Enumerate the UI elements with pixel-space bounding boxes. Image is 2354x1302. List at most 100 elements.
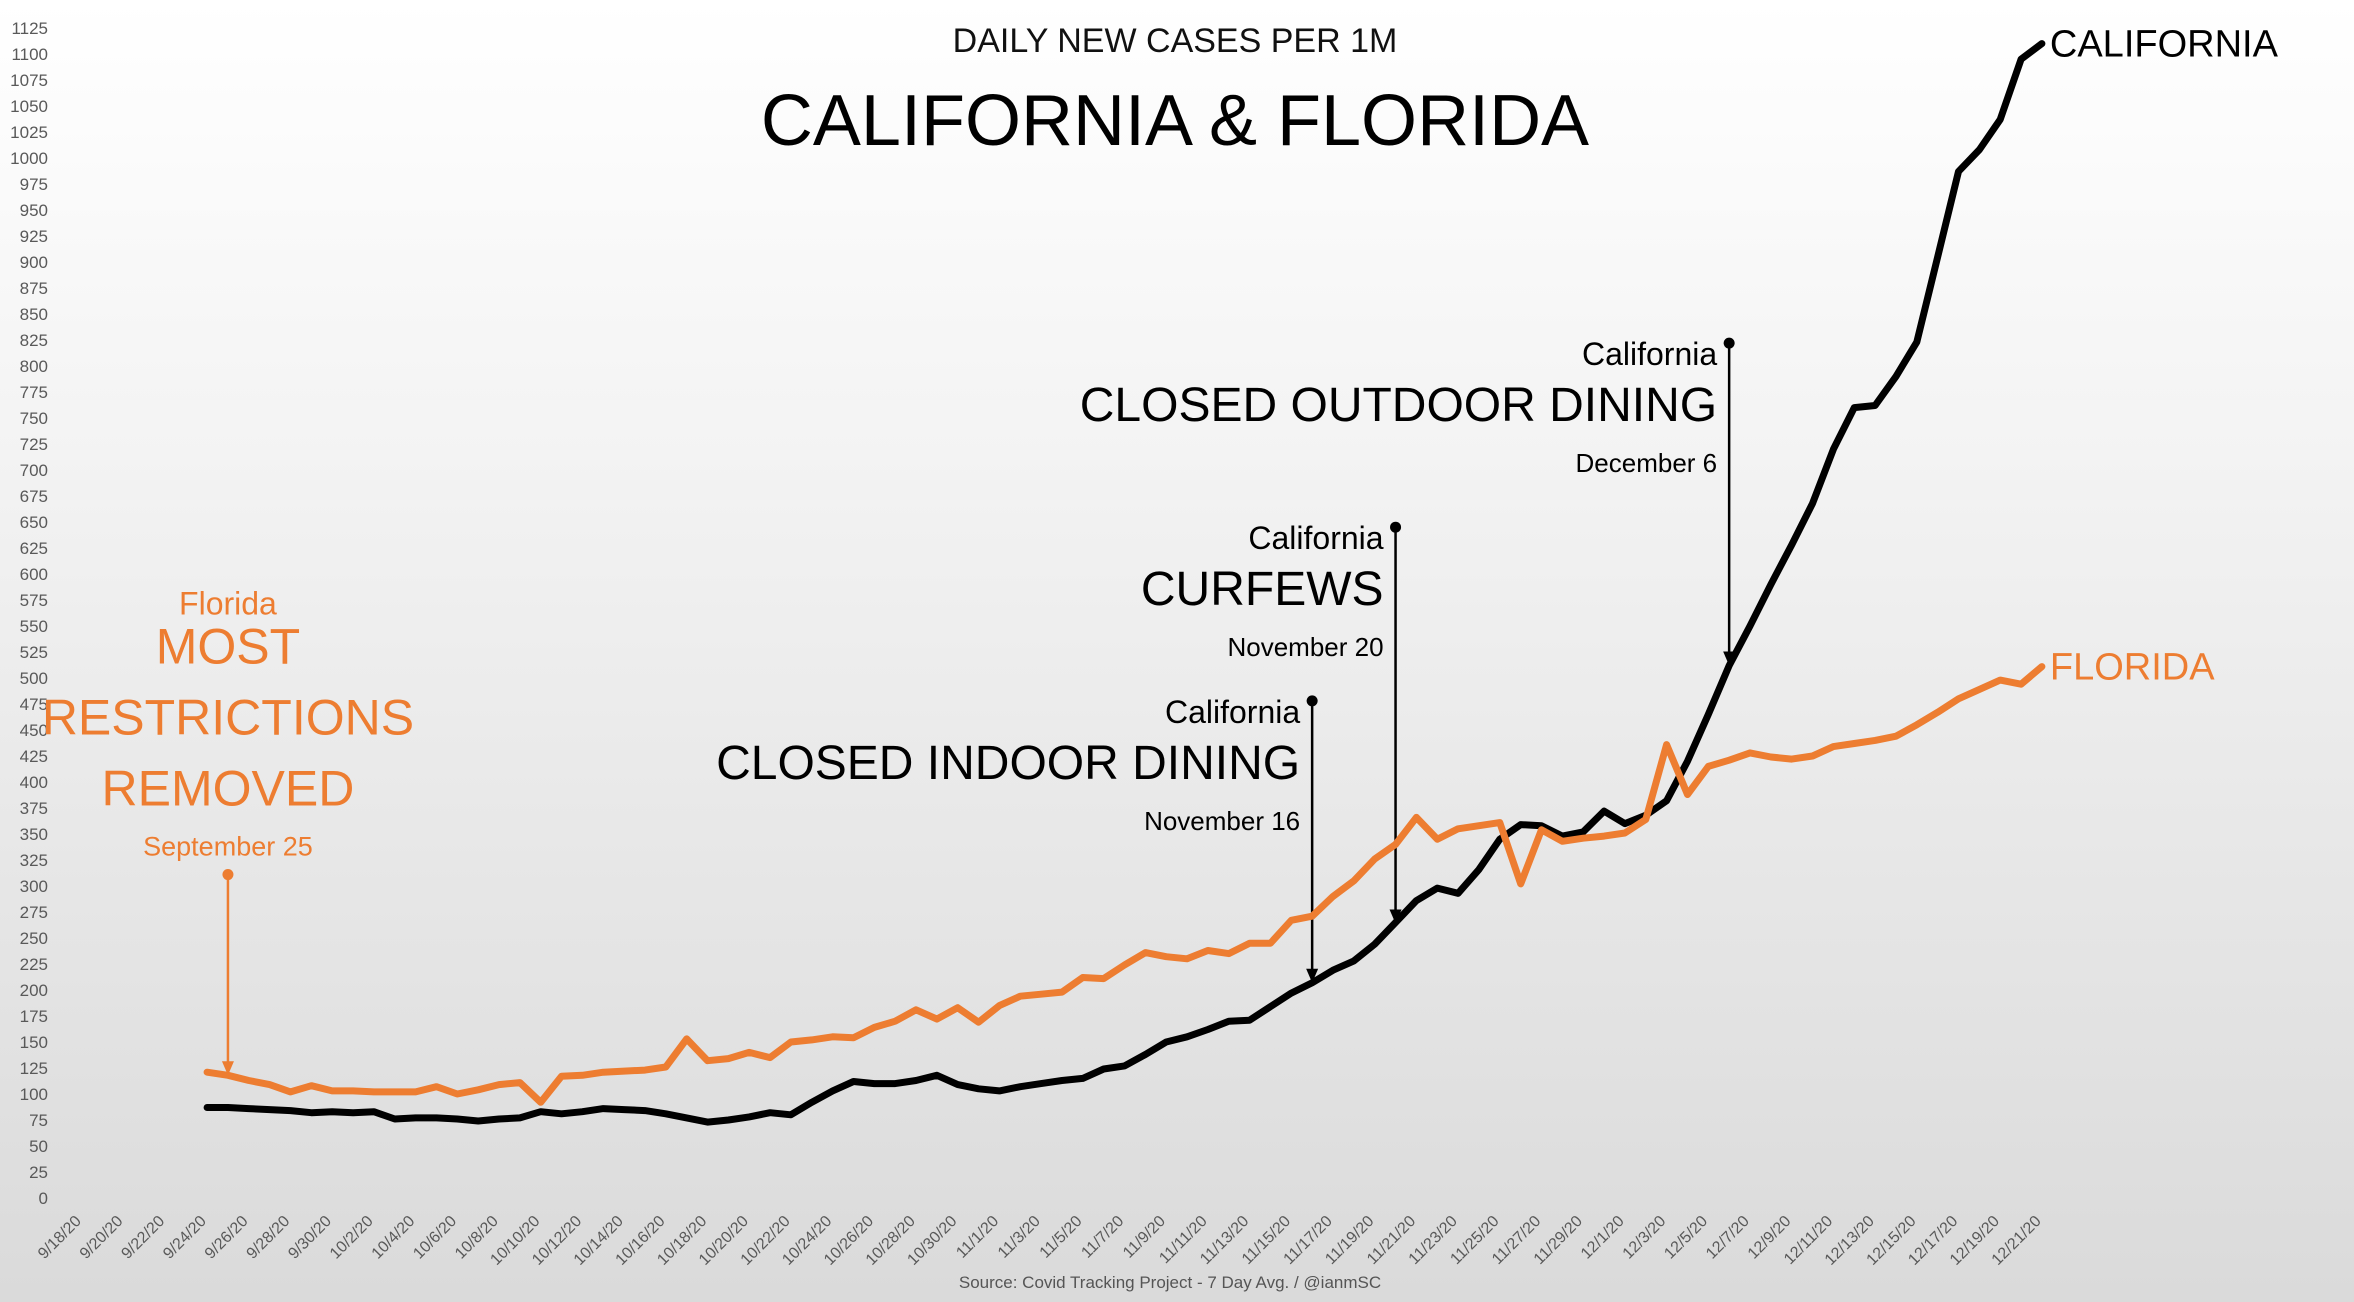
series-lines [203, 40, 2046, 1126]
annotation-date: November 16 [1144, 806, 1300, 836]
y-tick-label: 200 [20, 981, 48, 1000]
series-label-florida: FLORIDA [2050, 647, 2215, 689]
series-label-california: CALIFORNIA [2050, 24, 2279, 66]
y-tick-label: 300 [20, 877, 48, 896]
x-tick-label: 9/18/20 [35, 1213, 85, 1263]
y-axis: 0 25 50 75 100 125 150 175 200 225 250 275 300 325 350… [10, 19, 48, 1208]
y-tick-label: 1075 [10, 71, 48, 90]
y-tick-label: 850 [20, 305, 48, 324]
y-tick-label: 900 [20, 253, 48, 272]
y-tick-label: 950 [20, 201, 48, 220]
y-tick-label: 550 [20, 617, 48, 636]
y-tick-label: 225 [20, 955, 48, 974]
y-tick-label: 350 [20, 825, 48, 844]
annotation-dot [222, 869, 234, 881]
annotation-headline: RESTRICTIONS [42, 690, 414, 746]
x-tick-label: 9/22/20 [118, 1213, 168, 1263]
y-tick-label: 1050 [10, 97, 48, 116]
annotation-subject: Florida [179, 586, 277, 622]
annotation-arrowhead [1389, 909, 1402, 924]
annotation-dot [1390, 521, 1402, 533]
annotation-labels: September 25 REMOVED RESTRICTIONS MOSTFlori… [42, 336, 1718, 861]
x-tick-label: 9/20/20 [77, 1213, 127, 1263]
y-tick-label: 25 [29, 1163, 48, 1182]
y-tick-label: 875 [20, 279, 48, 298]
annotation-headline: CLOSED INDOOR DINING [716, 737, 1300, 790]
annotation-headline: CLOSED OUTDOOR DINING [1080, 379, 1717, 432]
y-tick-label: 250 [20, 929, 48, 948]
y-tick-label: 1000 [10, 149, 48, 168]
annotation-arrowhead [1306, 968, 1319, 983]
x-tick-label: 10/6/20 [410, 1213, 460, 1263]
y-tick-label: 700 [20, 461, 48, 480]
x-tick-label: 9/26/20 [202, 1213, 252, 1263]
y-tick-label: 450 [20, 721, 48, 740]
y-tick-label: 100 [20, 1085, 48, 1104]
annotation-date: December 6 [1576, 448, 1718, 478]
y-tick-label: 50 [29, 1137, 48, 1156]
annotation-dot [1306, 695, 1318, 707]
y-tick-label: 775 [20, 383, 48, 402]
annotation-headline: MOST [156, 619, 300, 675]
x-tick-label: 9/24/20 [160, 1213, 210, 1263]
annotation-arrowhead [221, 1061, 234, 1076]
chart-subtitle: DAILY NEW CASES PER 1M [953, 22, 1398, 60]
x-tick-label: 12/3/20 [1620, 1213, 1670, 1263]
y-tick-label: 800 [20, 357, 48, 376]
series-line-california [203, 40, 2046, 1126]
x-tick-label: 11/5/20 [1037, 1213, 1086, 1262]
annotation-headline: CURFEWS [1141, 563, 1384, 616]
annotation-date: September 25 [143, 832, 313, 862]
x-tick-label: 10/4/20 [369, 1213, 419, 1263]
x-tick-label: 10/2/20 [327, 1213, 377, 1263]
source-note: Source: Covid Tracking Project - 7 Day A… [959, 1273, 1381, 1292]
x-axis: 9/18/209/20/209/22/209/24/209/26/209/28/… [35, 1213, 2045, 1269]
y-tick-label: 1125 [11, 19, 48, 38]
y-tick-label: 925 [20, 227, 48, 246]
y-tick-label: 750 [20, 409, 48, 428]
y-tick-label: 400 [20, 773, 48, 792]
y-tick-label: 575 [20, 591, 48, 610]
series-end-labels: CALIFORNIA FLORIDA [2050, 24, 2279, 689]
chart-title: CALIFORNIA & FLORIDA [761, 81, 1589, 161]
x-tick-label: 11/3/20 [995, 1213, 1044, 1262]
annotation-headline: REMOVED [102, 761, 355, 817]
annotation-subject: California [1582, 336, 1717, 372]
annotation-dot [1723, 337, 1735, 349]
y-tick-label: 175 [20, 1007, 48, 1026]
y-tick-label: 625 [20, 539, 48, 558]
y-tick-label: 675 [20, 487, 48, 506]
y-tick-label: 0 [39, 1189, 48, 1208]
y-tick-label: 375 [20, 799, 48, 818]
x-tick-label: 12/1/20 [1578, 1213, 1628, 1263]
annotation-subject: California [1165, 694, 1300, 730]
y-tick-label: 325 [20, 851, 48, 870]
y-tick-label: 825 [20, 331, 48, 350]
y-tick-label: 725 [20, 435, 48, 454]
y-tick-label: 125 [20, 1059, 48, 1078]
x-tick-label: 12/7/20 [1703, 1213, 1753, 1263]
y-tick-label: 1100 [11, 45, 48, 64]
y-tick-label: 1025 [10, 123, 48, 142]
x-tick-label: 11/1/20 [953, 1213, 1002, 1262]
y-tick-label: 75 [29, 1111, 48, 1130]
annotation-arrows [221, 337, 1736, 1076]
y-tick-label: 425 [20, 747, 48, 766]
y-tick-label: 150 [20, 1033, 48, 1052]
y-tick-label: 275 [20, 903, 48, 922]
annotation-date: November 20 [1227, 632, 1383, 662]
x-tick-label: 12/5/20 [1661, 1213, 1711, 1263]
x-tick-label: 9/28/20 [244, 1213, 294, 1263]
series-line-florida [203, 663, 2046, 1106]
y-tick-label: 500 [20, 669, 48, 688]
x-tick-label: 11/7/20 [1078, 1213, 1127, 1262]
x-tick-label: 9/30/20 [285, 1213, 335, 1263]
y-tick-label: 525 [20, 643, 48, 662]
y-tick-label: 600 [20, 565, 48, 584]
annotation-subject: California [1248, 520, 1383, 556]
y-tick-label: 975 [20, 175, 48, 194]
y-tick-label: 475 [20, 695, 48, 714]
y-tick-label: 650 [20, 513, 48, 532]
